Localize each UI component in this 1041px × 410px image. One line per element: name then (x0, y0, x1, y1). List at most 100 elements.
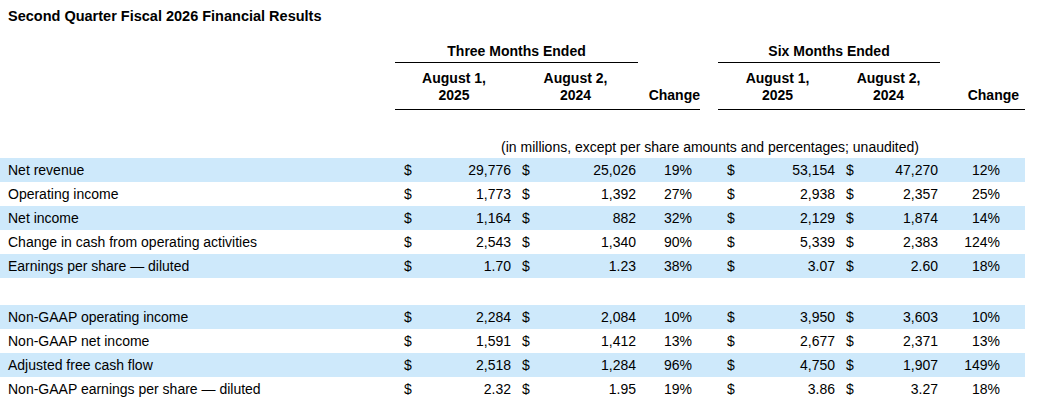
table-row: Non-GAAP operating income $ 2,284 $ 2,08… (0, 305, 1025, 329)
table-row: Operating income $ 1,773 $ 1,392 27% $ 2… (0, 182, 1025, 206)
currency-symbol: $ (837, 206, 868, 230)
year-line: 2025 (718, 87, 837, 104)
sm-2025-value: 2,677 (748, 329, 837, 353)
year-line: 2025 (395, 87, 513, 104)
group-header-six-months: Six Months Ended (718, 35, 940, 62)
currency-symbol: $ (513, 254, 546, 278)
spacer-cell (700, 254, 718, 278)
sm-change-value: 10% (940, 305, 1025, 329)
row-label: Non-GAAP earnings per share — diluted (0, 377, 395, 401)
sm-2025-value: 5,339 (748, 230, 837, 254)
currency-symbol: $ (837, 329, 868, 353)
table-row: Net revenue $ 29,776 $ 25,026 19% $ 53,1… (0, 158, 1025, 182)
tm-2024-value: 1,412 (546, 329, 638, 353)
separator-cell (0, 278, 1025, 305)
currency-symbol: $ (718, 182, 748, 206)
sm-2025-value: 2,129 (748, 206, 837, 230)
empty-cell (0, 62, 395, 109)
currency-symbol: $ (395, 254, 425, 278)
table-row: Change in cash from operating activities… (0, 230, 1025, 254)
tm-2024-value: 1,392 (546, 182, 638, 206)
tm-2025-value: 1,591 (425, 329, 513, 353)
sm-change-value: 12% (940, 158, 1025, 182)
currency-symbol: $ (513, 158, 546, 182)
col-header-sm-2025: August 1, 2025 (718, 62, 837, 109)
empty-cell (638, 35, 700, 62)
tm-change-value: 10% (638, 305, 700, 329)
sm-2025-value: 2,938 (748, 182, 837, 206)
sm-2024-value: 47,270 (868, 158, 940, 182)
col-header-tm-change: Change (638, 62, 700, 109)
row-label: Change in cash from operating activities (0, 230, 395, 254)
tm-2024-value: 1.23 (546, 254, 638, 278)
sm-change-value: 149% (940, 353, 1025, 377)
currency-symbol: $ (718, 353, 748, 377)
currency-symbol: $ (395, 230, 425, 254)
currency-symbol: $ (718, 158, 748, 182)
tm-change-value: 13% (638, 329, 700, 353)
currency-symbol: $ (837, 182, 868, 206)
financial-results-table: Three Months Ended Six Months Ended Augu… (0, 35, 1025, 401)
sm-2024-value: 1,907 (868, 353, 940, 377)
row-label: Net income (0, 206, 395, 230)
table-note: (in millions, except per share amounts a… (395, 109, 1025, 158)
tm-2024-value: 2,084 (546, 305, 638, 329)
group-header-row: Three Months Ended Six Months Ended (0, 35, 1025, 62)
currency-symbol: $ (837, 305, 868, 329)
spacer-cell (700, 158, 718, 182)
sm-2024-value: 2,357 (868, 182, 940, 206)
currency-symbol: $ (837, 353, 868, 377)
sm-change-value: 18% (940, 377, 1025, 401)
tm-2024-value: 1.95 (546, 377, 638, 401)
sm-2025-value: 4,750 (748, 353, 837, 377)
date-line: August 1, (395, 70, 513, 87)
row-label: Operating income (0, 182, 395, 206)
sm-2024-value: 3,603 (868, 305, 940, 329)
table-row: Non-GAAP net income $ 1,591 $ 1,412 13% … (0, 329, 1025, 353)
currency-symbol: $ (395, 206, 425, 230)
table-row: Earnings per share — diluted $ 1.70 $ 1.… (0, 254, 1025, 278)
tm-change-value: 90% (638, 230, 700, 254)
currency-symbol: $ (513, 230, 546, 254)
tm-2025-value: 1.70 (425, 254, 513, 278)
tm-2025-value: 1,773 (425, 182, 513, 206)
tm-2025-value: 2,518 (425, 353, 513, 377)
tm-2025-value: 2,284 (425, 305, 513, 329)
row-label: Earnings per share — diluted (0, 254, 395, 278)
currency-symbol: $ (837, 254, 868, 278)
sm-change-value: 124% (940, 230, 1025, 254)
currency-symbol: $ (395, 158, 425, 182)
sm-2025-value: 3.86 (748, 377, 837, 401)
currency-symbol: $ (837, 230, 868, 254)
currency-symbol: $ (513, 377, 546, 401)
spacer-cell (700, 35, 718, 62)
sm-2025-value: 3,950 (748, 305, 837, 329)
financial-results-page: Second Quarter Fiscal 2026 Financial Res… (0, 0, 1041, 410)
currency-symbol: $ (718, 377, 748, 401)
currency-symbol: $ (513, 329, 546, 353)
table-row: Non-GAAP earnings per share — diluted $ … (0, 377, 1025, 401)
currency-symbol: $ (395, 305, 425, 329)
tm-2025-value: 29,776 (425, 158, 513, 182)
currency-symbol: $ (513, 182, 546, 206)
tm-change-value: 32% (638, 206, 700, 230)
row-label: Non-GAAP operating income (0, 305, 395, 329)
col-header-tm-2025: August 1, 2025 (395, 62, 513, 109)
empty-cell (0, 35, 395, 62)
row-label: Net revenue (0, 158, 395, 182)
empty-cell (0, 109, 395, 158)
tm-2024-value: 25,026 (546, 158, 638, 182)
sm-2024-value: 1,874 (868, 206, 940, 230)
year-line: 2024 (513, 87, 638, 104)
tm-2024-value: 1,284 (546, 353, 638, 377)
currency-symbol: $ (513, 206, 546, 230)
currency-symbol: $ (513, 305, 546, 329)
currency-symbol: $ (513, 353, 546, 377)
tm-2024-value: 882 (546, 206, 638, 230)
table-row: Adjusted free cash flow $ 2,518 $ 1,284 … (0, 353, 1025, 377)
sm-change-value: 25% (940, 182, 1025, 206)
empty-cell (940, 35, 1025, 62)
currency-symbol: $ (718, 329, 748, 353)
tm-change-value: 19% (638, 377, 700, 401)
currency-symbol: $ (395, 377, 425, 401)
